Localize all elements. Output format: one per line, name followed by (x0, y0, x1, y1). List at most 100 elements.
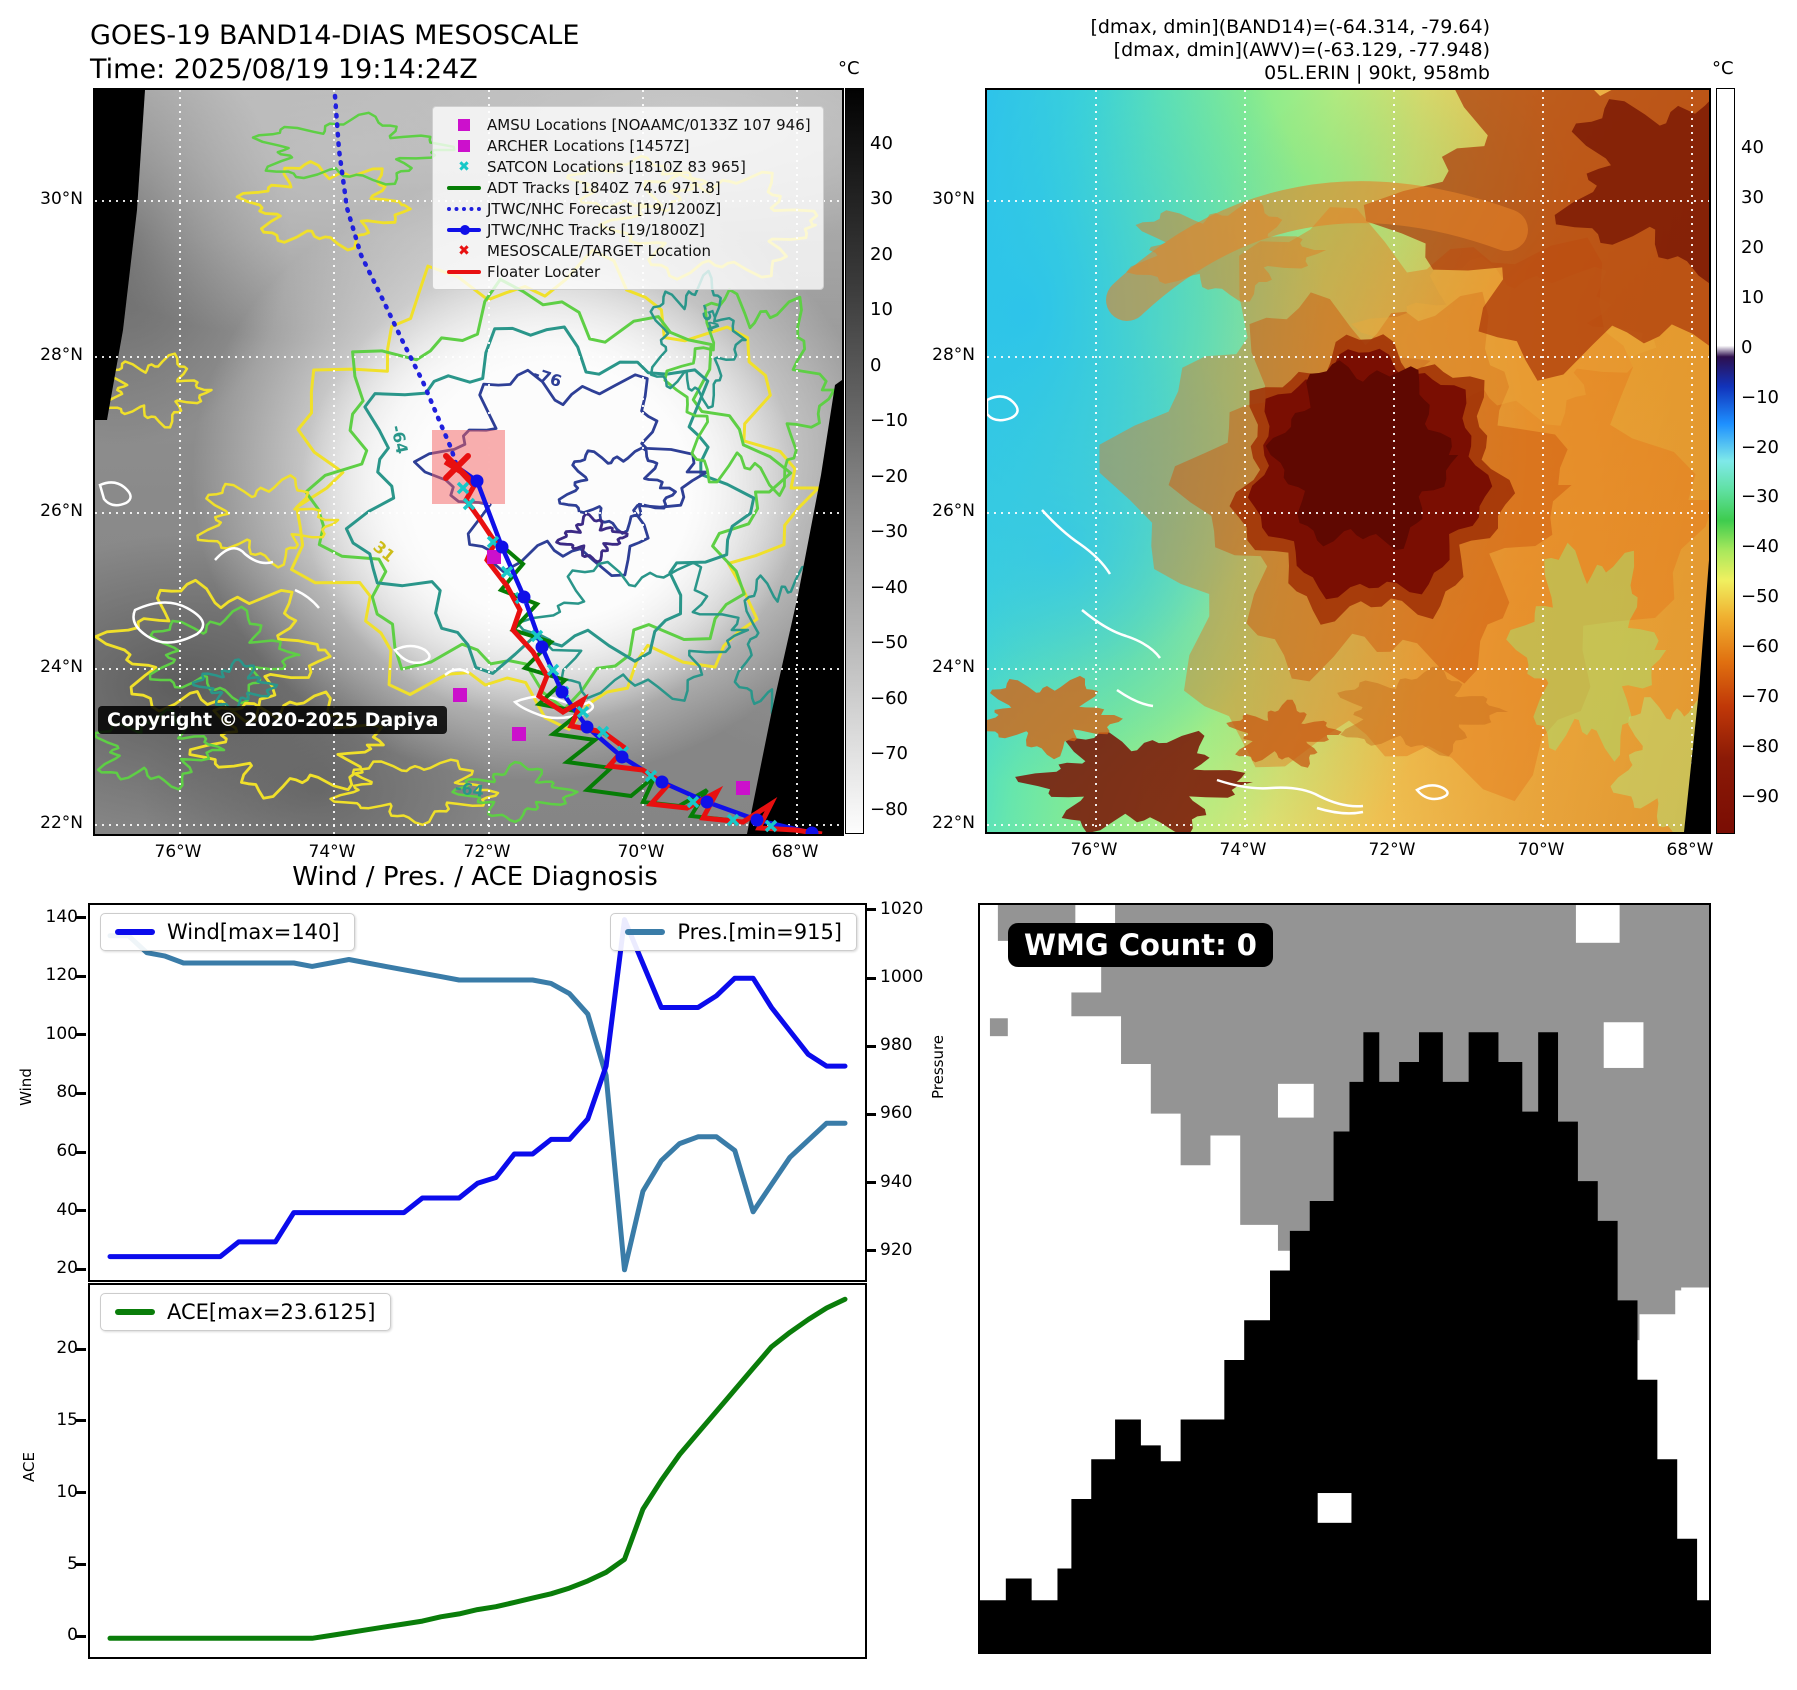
line-marker-icon (441, 269, 487, 274)
legend-item: ✖ SATCON Locations [1810Z 83 965] (441, 156, 811, 177)
satcon-x-marker (576, 705, 590, 719)
map-legend: AMSU Locations [NOAAMC/0133Z 107 946] ARC… (432, 106, 824, 290)
adt-track (491, 536, 730, 822)
axis-tick-label: 20 (56, 1258, 78, 1279)
axis-tick-label: 940 (880, 1171, 913, 1192)
colorbar-tick: 0 (1741, 336, 1753, 358)
lat-tick-label: 24°N (932, 657, 975, 677)
lon-tick-label: 74°W (308, 842, 356, 862)
lon-tick-label: 68°W (771, 842, 819, 862)
colorbar-tick: −20 (870, 465, 908, 487)
legend-item-label: Floater Locater (487, 262, 601, 281)
colorbar-tick: −50 (1741, 586, 1779, 608)
colorbar-tick: −10 (1741, 386, 1779, 408)
ace-legend-swatch (115, 1309, 155, 1315)
right-map-stats-awv: [dmax, dmin](AWV)=(-63.129, -77.948) (1113, 39, 1490, 61)
colorbar-tick: 10 (1741, 286, 1764, 308)
lat-tick-label: 28°N (932, 345, 975, 365)
satcon-x-marker (686, 795, 700, 809)
storm-id-intensity: 05L.ERIN | 90kt, 958mb (1264, 62, 1490, 84)
colorbar-tick: 40 (870, 132, 893, 154)
lon-tick-label: 76°W (1070, 840, 1118, 860)
x-marker-icon: ✖ (458, 158, 470, 175)
Wind[max=140]-line (107, 917, 848, 1260)
colorbar-tick: 40 (1741, 136, 1764, 158)
left-map-time: Time: 2025/08/19 19:14:24Z (90, 54, 478, 85)
left-colorbar-unit: °C (838, 58, 860, 79)
amsu-archer-square-marker (736, 781, 750, 795)
colorbar-tick: −30 (1741, 486, 1779, 508)
pressure-legend: Pres.[min=915] (610, 913, 857, 951)
ace-chart: ACE[max=23.6125] (88, 1283, 867, 1659)
axis-tick-label: 960 (880, 1103, 913, 1124)
axis-tick-label: 980 (880, 1035, 913, 1056)
axis-tick-label: 920 (880, 1239, 913, 1260)
satcon-x-marker (500, 565, 514, 579)
colorbar-tick: −50 (870, 632, 908, 654)
ACE[max=23.6125]-line (107, 1296, 848, 1641)
satcon-x-marker (726, 813, 740, 827)
colorbar-tick: −20 (1741, 436, 1779, 458)
colorbar-tick: −70 (870, 743, 908, 765)
axis-tick-label: 1000 (880, 967, 924, 987)
axis-tick-label: 60 (56, 1141, 78, 1162)
pressure-legend-label: Pres.[min=915] (677, 920, 842, 944)
legend-item-label: JTWC/NHC Forecast [19/1200Z] (487, 199, 722, 218)
wmg-count-badge: WMG Count: 0 (1008, 923, 1273, 967)
square-marker-icon (441, 139, 487, 152)
right-colorbar-unit: °C (1712, 58, 1734, 79)
satcon-x-marker (596, 725, 610, 739)
lat-tick-label: 28°N (40, 345, 83, 365)
lat-tick-label: 26°N (40, 501, 83, 521)
wind-pressure-chart: Wind[max=140] Pres.[min=915] (88, 903, 867, 1282)
lon-tick-label: 70°W (1517, 840, 1565, 860)
axis-tick-label: 1020 (880, 898, 924, 919)
amsu-archer-square-marker (487, 550, 501, 564)
wind-legend-swatch (115, 929, 155, 935)
amsu-archer-square-marker (453, 688, 467, 702)
lon-tick-label: 72°W (1368, 840, 1416, 860)
lat-tick-label: 22°N (40, 813, 83, 833)
legend-item-label: SATCON Locations [1810Z 83 965] (487, 157, 746, 176)
legend-item-label: AMSU Locations [NOAAMC/0133Z 107 946] (487, 115, 811, 134)
amsu-archer-square-marker (512, 727, 526, 741)
colorbar-tick: 30 (1741, 186, 1764, 208)
lat-tick-label: 30°N (40, 189, 83, 209)
wmg-graphics (980, 905, 1709, 1652)
linedot-marker-icon (441, 224, 487, 235)
legend-item-label: JTWC/NHC Tracks [19/1800Z] (487, 220, 705, 239)
chart-title: Wind / Pres. / ACE Diagnosis (292, 862, 658, 892)
lon-tick-label: 76°W (154, 842, 202, 862)
ace-legend-label: ACE[max=23.6125] (167, 1300, 376, 1324)
lat-tick-label: 26°N (932, 501, 975, 521)
colorbar-tick: −60 (1741, 636, 1779, 658)
colorbar-tick: −40 (870, 576, 908, 598)
colorbar-tick: −80 (870, 798, 908, 820)
x-marker-icon: ✖ (458, 242, 470, 259)
colorbar-tick: −10 (870, 410, 908, 432)
colorbar-tick: 20 (1741, 236, 1764, 258)
lat-tick-label: 22°N (932, 813, 975, 833)
copyright-badge: Copyright © 2020-2025 Dapiya (98, 706, 448, 734)
legend-item: AMSU Locations [NOAAMC/0133Z 107 946] (441, 114, 811, 135)
colorbar-tick: 20 (870, 243, 893, 265)
Pres.[min=915]-line (107, 933, 848, 1273)
legend-item: ADT Tracks [1840Z 74.6 971.8] (441, 177, 811, 198)
axis-tick-label: 140 (45, 906, 78, 927)
satcon-x-marker (530, 629, 544, 643)
satcon-x-marker (456, 481, 470, 495)
legend-item-label: MESOSCALE/TARGET Location (487, 241, 712, 260)
legend-item: JTWC/NHC Forecast [19/1200Z] (441, 198, 811, 219)
axis-tick-label: 100 (45, 1023, 78, 1044)
legend-item: ARCHER Locations [1457Z] (441, 135, 811, 156)
colorbar-tick: 10 (870, 299, 893, 321)
floater-locater-track (443, 459, 823, 834)
colorbar-tick: 0 (870, 354, 882, 376)
lon-tick-label: 72°W (463, 842, 511, 862)
legend-item: ✖ MESOSCALE/TARGET Location (441, 240, 811, 261)
axis-tick-label: 0 (67, 1625, 78, 1646)
satcon-x-marker (546, 663, 560, 677)
dotted-marker-icon (441, 206, 487, 211)
wmg-black-region (980, 1032, 1709, 1652)
